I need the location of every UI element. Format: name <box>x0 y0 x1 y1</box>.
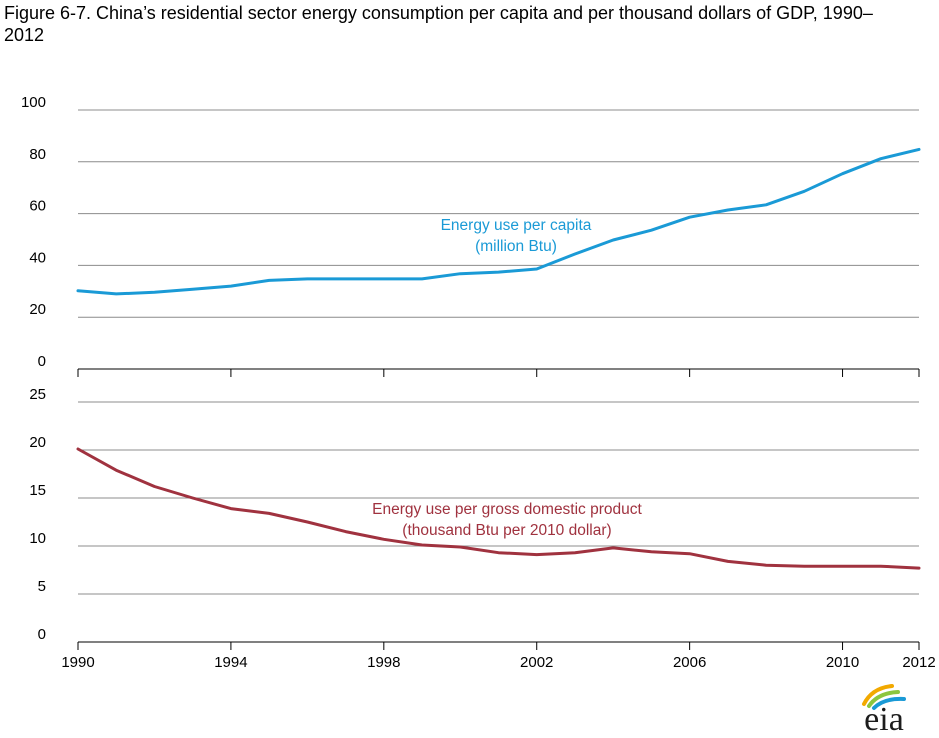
y-tick-label: 5 <box>38 578 46 595</box>
eia-logo-text: eia <box>864 701 904 738</box>
eia-logo: eia <box>862 684 906 738</box>
series-label-line: (million Btu) <box>475 238 557 255</box>
y-tick-label: 100 <box>21 94 46 111</box>
chart-title: Figure 6-7. China’s residential sector e… <box>4 3 873 45</box>
per-capita-panel: 0 20 40 60 80 100 Energy use per capita (millio… <box>21 94 921 377</box>
x-tick-label: 1998 <box>367 654 400 671</box>
y-tick-label: 10 <box>29 530 46 547</box>
per-gdp-panel: 0 5 10 15 20 25 1990 1994 1998 2002 2006 2010 2012 En… <box>29 386 935 671</box>
x-tick-label: 2010 <box>826 654 859 671</box>
x-tick-label: 2002 <box>520 654 553 671</box>
series-label: Energy use per gross domestic product (th… <box>372 501 642 539</box>
y-tick-label: 20 <box>29 434 46 451</box>
x-tick-label: 2012 <box>902 654 935 671</box>
x-tick-label: 2006 <box>673 654 706 671</box>
x-tick-label: 1994 <box>214 654 247 671</box>
y-tick-label: 0 <box>38 353 46 370</box>
y-tick-label: 0 <box>38 626 46 643</box>
series-label-line: Energy use per capita <box>441 217 592 234</box>
y-tick-label: 80 <box>29 146 46 163</box>
y-tick-label: 60 <box>29 198 46 215</box>
series-line <box>76 147 921 296</box>
series-label: Energy use per capita (million Btu) <box>441 217 592 255</box>
y-tick-label: 40 <box>29 249 46 266</box>
x-tick-label: 1990 <box>61 654 94 671</box>
eia-logo-arcs <box>862 684 906 710</box>
series-label-line: Energy use per gross domestic product <box>372 501 642 518</box>
y-tick-label: 25 <box>29 386 46 403</box>
y-tick-label: 15 <box>29 482 46 499</box>
series-line <box>76 447 921 570</box>
series-label-line: (thousand Btu per 2010 dollar) <box>402 522 611 539</box>
y-tick-label: 20 <box>29 301 46 318</box>
